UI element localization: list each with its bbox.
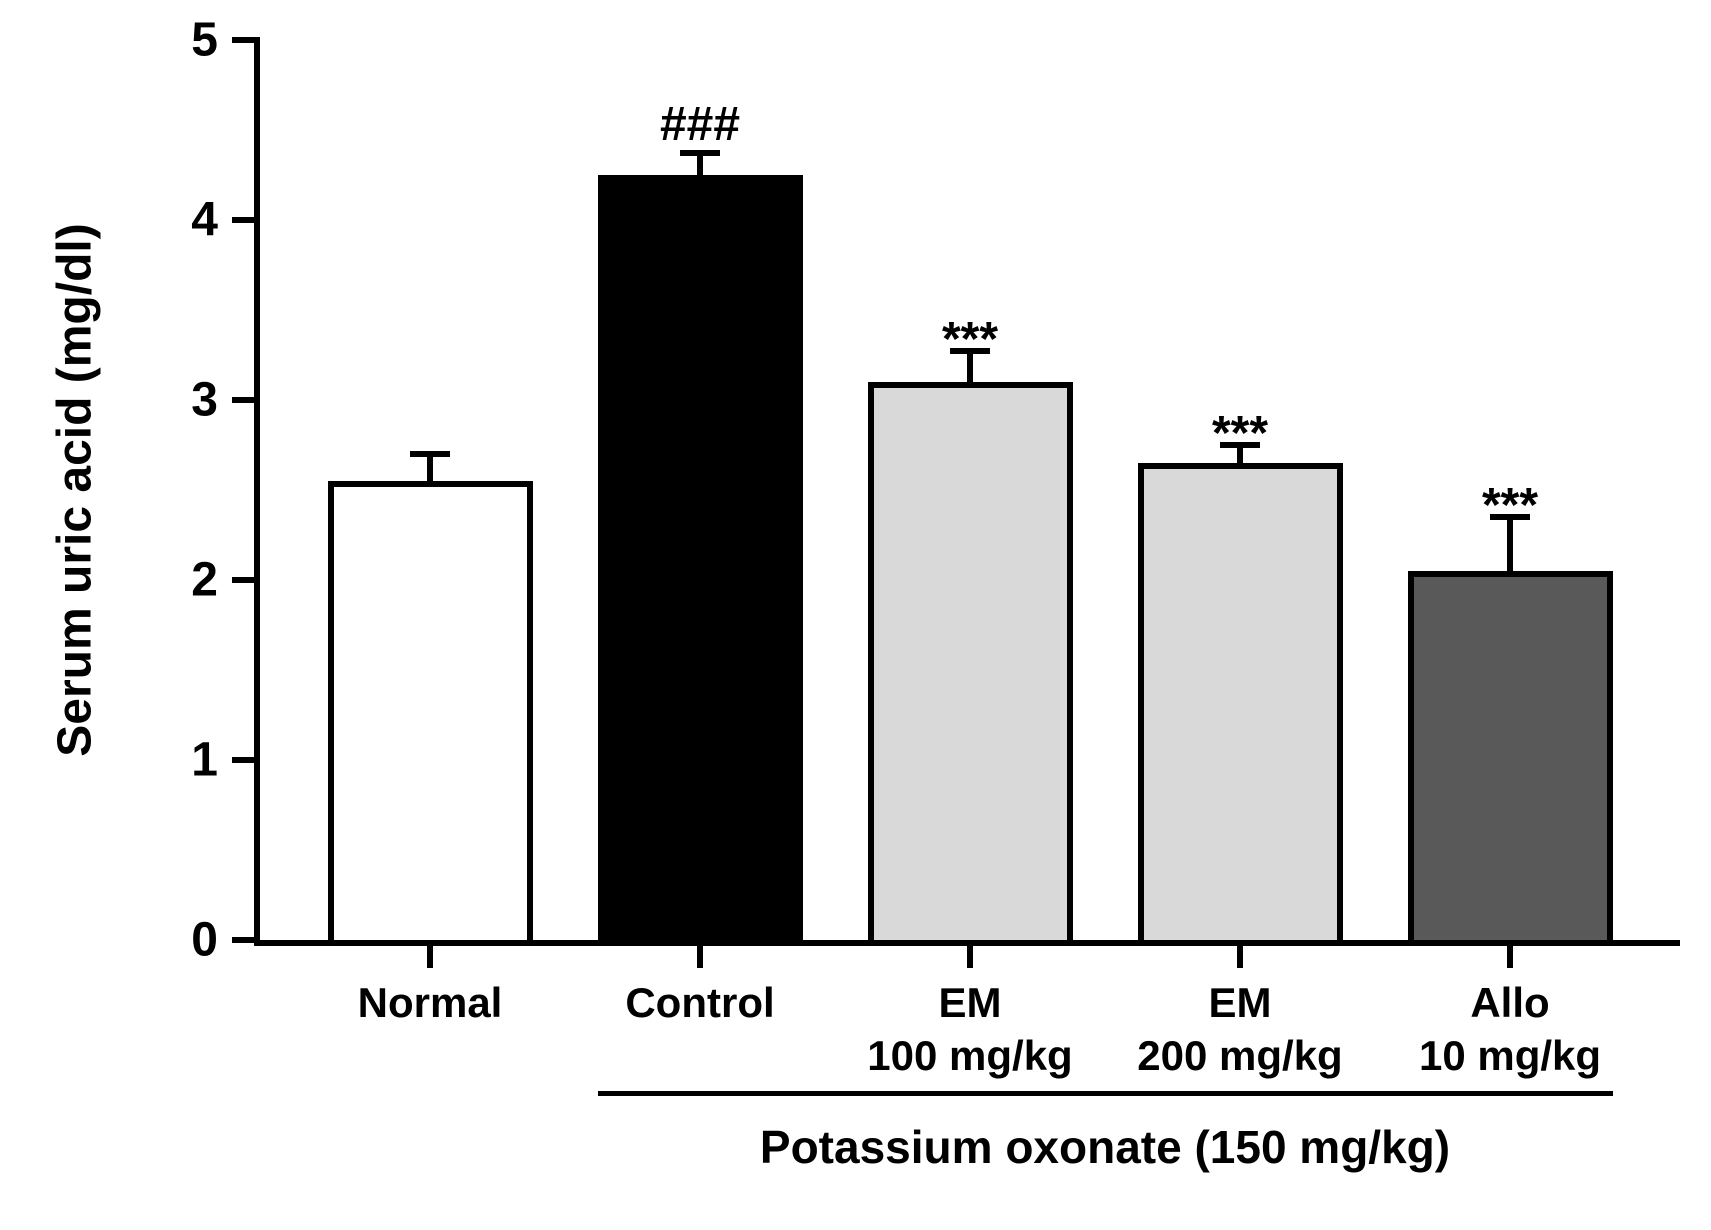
y-tick-label: 5 (0, 13, 218, 68)
y-tick-label: 4 (0, 193, 218, 248)
sig-label-allo: *** (1482, 478, 1538, 533)
y-tick (232, 937, 254, 943)
x-label-em100: EM (939, 978, 1002, 1028)
sig-label-em200: *** (1212, 406, 1268, 461)
y-tick-label: 0 (0, 913, 218, 968)
y-axis-title: Serum uric acid (mg/dl) (48, 223, 103, 756)
x-tick (1237, 946, 1243, 968)
x-label-normal: Normal (358, 978, 503, 1028)
x-label2-em200: 200 mg/kg (1137, 1031, 1342, 1081)
x-tick (697, 946, 703, 968)
bar-allo (1408, 571, 1613, 940)
error-cap (410, 451, 450, 457)
y-tick (232, 757, 254, 763)
error-stem (427, 454, 433, 481)
y-tick-label: 2 (0, 553, 218, 608)
x-label2-allo: 10 mg/kg (1419, 1031, 1601, 1081)
bar-chart: Serum uric acid (mg/dl) 0 1 2 3 4 5 ### *** ***… (0, 0, 1711, 1230)
x-label-control: Control (625, 978, 774, 1028)
y-tick (232, 217, 254, 223)
x-tick (1507, 946, 1513, 968)
bar-normal (328, 481, 533, 940)
y-tick (232, 397, 254, 403)
group-label: Potassium oxonate (150 mg/kg) (760, 1120, 1450, 1174)
x-tick (967, 946, 973, 968)
y-tick (232, 37, 254, 43)
sig-label-em100: *** (942, 312, 998, 367)
x-label-em200: EM (1209, 978, 1272, 1028)
group-underline (598, 1091, 1613, 1096)
x-label-allo: Allo (1470, 978, 1549, 1028)
error-stem (697, 153, 703, 175)
x-tick (427, 946, 433, 968)
bar-em200 (1138, 463, 1343, 940)
bar-control (598, 175, 803, 940)
bar-em100 (868, 382, 1073, 940)
x-label2-em100: 100 mg/kg (867, 1031, 1072, 1081)
y-tick (232, 577, 254, 583)
y-tick-label: 3 (0, 373, 218, 428)
y-tick-label: 1 (0, 733, 218, 788)
y-axis-line (254, 37, 260, 943)
sig-label-control: ### (660, 97, 740, 152)
